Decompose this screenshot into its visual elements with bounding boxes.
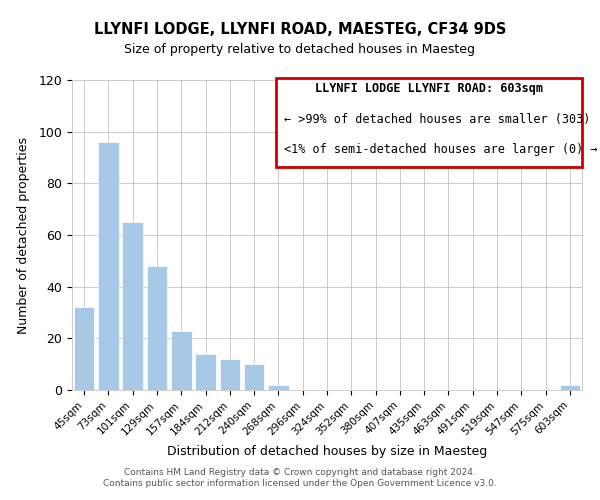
Bar — [171, 330, 191, 390]
Text: LLYNFI LODGE, LLYNFI ROAD, MAESTEG, CF34 9DS: LLYNFI LODGE, LLYNFI ROAD, MAESTEG, CF34… — [94, 22, 506, 38]
Bar — [122, 222, 143, 390]
Bar — [146, 266, 167, 390]
Bar — [195, 354, 216, 390]
X-axis label: Distribution of detached houses by size in Maesteg: Distribution of detached houses by size … — [167, 445, 487, 458]
Bar — [268, 385, 289, 390]
FancyBboxPatch shape — [276, 78, 582, 167]
Text: <1% of semi-detached houses are larger (0) →: <1% of semi-detached houses are larger (… — [284, 142, 597, 156]
Bar — [220, 359, 240, 390]
Bar — [98, 142, 119, 390]
Text: LLYNFI LODGE LLYNFI ROAD: 603sqm: LLYNFI LODGE LLYNFI ROAD: 603sqm — [315, 82, 543, 95]
Bar — [244, 364, 265, 390]
Bar — [560, 385, 580, 390]
Y-axis label: Number of detached properties: Number of detached properties — [17, 136, 30, 334]
Text: Size of property relative to detached houses in Maesteg: Size of property relative to detached ho… — [125, 42, 476, 56]
Text: ← >99% of detached houses are smaller (303): ← >99% of detached houses are smaller (3… — [284, 113, 590, 126]
Bar — [74, 308, 94, 390]
Text: Contains HM Land Registry data © Crown copyright and database right 2024.
Contai: Contains HM Land Registry data © Crown c… — [103, 468, 497, 487]
